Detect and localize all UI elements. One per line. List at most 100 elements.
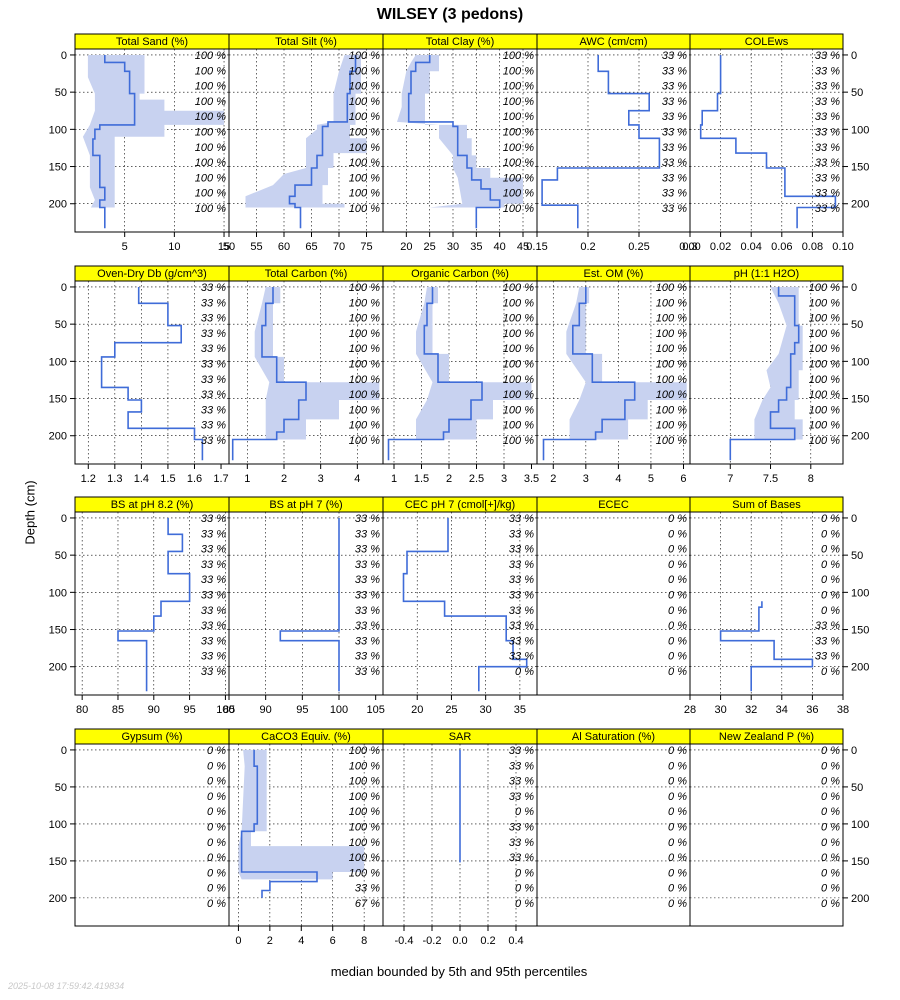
pct-label: 0 % — [821, 605, 840, 617]
pct-label: 0 % — [668, 837, 687, 849]
median-line — [117, 518, 191, 692]
y-tick-label: 200 — [851, 662, 869, 674]
median-line — [542, 287, 636, 461]
x-tick-label: 0 — [235, 935, 241, 947]
y-tick-label: 100 — [851, 124, 869, 136]
y-tick-label: 100 — [851, 587, 869, 599]
panel-5: Oven-Dry Db (g/cm^3) 33 % 33 % 33 % 33 % 33 %… — [49, 265, 230, 485]
panel-13: ECEC 0 % 0 % 0 % 0 % 0 % 0 % 0 % 0 % 0 % 0 % 0 % — [536, 496, 691, 696]
y-tick-label: 50 — [851, 550, 863, 562]
y-tick-label: 150 — [851, 394, 869, 406]
pct-label: 0 % — [207, 776, 226, 788]
x-tick-label: 60 — [278, 241, 290, 253]
pct-label: 100 % — [656, 435, 687, 447]
pct-label: 0 % — [821, 544, 840, 556]
x-tick-label: 50 — [223, 241, 235, 253]
pct-label: 100 % — [503, 203, 534, 215]
median-line — [407, 55, 501, 229]
pct-label: 100 % — [809, 282, 840, 294]
pct-label: 100 % — [656, 359, 687, 371]
pct-label: 0 % — [207, 837, 226, 849]
pct-label: 33 % — [509, 513, 534, 525]
x-tick-label: 1.4 — [134, 473, 149, 485]
panel-title: New Zealand P (%) — [719, 731, 814, 743]
pct-label: 33 % — [355, 651, 380, 663]
pct-label: 33 % — [509, 559, 534, 571]
pct-label: 33 % — [509, 651, 534, 663]
pct-label: 33 % — [355, 635, 380, 647]
x-tick-label: 5 — [122, 241, 128, 253]
percentile-band — [82, 55, 225, 208]
pct-label: 0 % — [515, 867, 534, 879]
y-tick-label: 150 — [851, 856, 869, 868]
y-tick-label: 0 — [61, 513, 67, 525]
pct-label: 100 % — [809, 374, 840, 386]
panel-7: Organic Carbon (%) 100 % 100 % 100 % 100 % 10… — [382, 265, 539, 485]
pct-label: 0 % — [821, 883, 840, 895]
x-tick-label: 100 — [330, 704, 348, 716]
x-tick-label: 38 — [837, 704, 849, 716]
timestamp: 2025-10-08 17:59:42.419834 — [8, 981, 125, 991]
x-tick-label: 1.6 — [187, 473, 202, 485]
pct-label: 33 % — [509, 776, 534, 788]
y-tick-label: 0 — [851, 50, 857, 62]
panel-title: Total Silt (%) — [275, 36, 337, 48]
y-tick-label: 50 — [55, 782, 67, 794]
pct-label: 33 % — [355, 528, 380, 540]
pct-label: 100 % — [349, 760, 380, 772]
pct-label: 33 % — [509, 605, 534, 617]
pct-label: 100 % — [809, 359, 840, 371]
pct-label: 0 % — [668, 867, 687, 879]
pct-label: 100 % — [349, 359, 380, 371]
x-tick-label: 0.25 — [628, 241, 649, 253]
x-tick-label: 28 — [684, 704, 696, 716]
pct-label: 33 % — [201, 666, 226, 678]
pct-label: 33 % — [201, 282, 226, 294]
pct-label: 0 % — [515, 898, 534, 910]
x-tick-label: 65 — [305, 241, 317, 253]
pct-label: 100 % — [503, 359, 534, 371]
x-tick-label: 85 — [223, 704, 235, 716]
pct-label: 0 % — [821, 513, 840, 525]
pct-label: 100 % — [503, 111, 534, 123]
pct-label: 100 % — [503, 50, 534, 62]
x-tick-label: 95 — [183, 704, 195, 716]
pct-label: 100 % — [656, 374, 687, 386]
y-tick-label: 50 — [851, 319, 863, 331]
panel-title: SAR — [449, 731, 472, 743]
pct-label: 33 % — [509, 837, 534, 849]
x-tick-label: 25 — [424, 241, 436, 253]
x-tick-label: 0.4 — [508, 935, 523, 947]
pct-label: 100 % — [349, 822, 380, 834]
panel-17: SAR 33 % 33 % 33 % 33 % 0 % 33 % 33 % 33 % 0 % 0 %… — [382, 728, 538, 947]
median-line — [729, 287, 800, 461]
pct-label: 0 % — [515, 806, 534, 818]
y-tick-label: 100 — [851, 356, 869, 368]
panel-title: Est. OM (%) — [584, 268, 644, 280]
pct-label: 100 % — [656, 282, 687, 294]
pct-label: 100 % — [349, 50, 380, 62]
pct-label: 0 % — [668, 760, 687, 772]
y-tick-label: 200 — [49, 431, 67, 443]
pct-label: 33 % — [201, 404, 226, 416]
x-tick-label: 95 — [296, 704, 308, 716]
panel-frame — [689, 280, 844, 465]
pct-label: 33 % — [201, 420, 226, 432]
x-tick-label: 6 — [680, 473, 686, 485]
x-tick-label: 75 — [360, 241, 372, 253]
panel-title: Oven-Dry Db (g/cm^3) — [97, 268, 207, 280]
pct-label: 0 % — [207, 883, 226, 895]
x-tick-label: 7 — [727, 473, 733, 485]
panel-title: CEC pH 7 (cmol[+]/kg) — [405, 499, 515, 511]
pct-label: 0 % — [821, 776, 840, 788]
median-line — [387, 287, 483, 461]
y-tick-label: 50 — [55, 319, 67, 331]
x-tick-label: 80 — [76, 704, 88, 716]
panel-frame — [689, 48, 844, 233]
pct-label: 33 % — [815, 127, 840, 139]
pct-label: 0 % — [821, 822, 840, 834]
pct-label: 100 % — [809, 389, 840, 401]
x-tick-label: 7.5 — [763, 473, 778, 485]
x-tick-label: 4 — [298, 935, 304, 947]
median-line — [92, 55, 136, 229]
